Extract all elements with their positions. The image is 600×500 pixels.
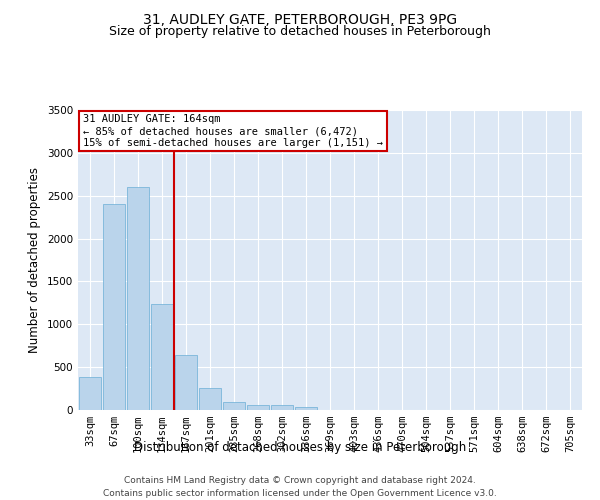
- Bar: [175, 355, 197, 410]
- Y-axis label: Number of detached properties: Number of detached properties: [28, 167, 41, 353]
- Text: Distribution of detached houses by size in Peterborough: Distribution of detached houses by size …: [134, 441, 466, 454]
- Bar: [271, 406, 293, 410]
- Bar: [199, 388, 221, 410]
- Text: Size of property relative to detached houses in Peterborough: Size of property relative to detached ho…: [109, 25, 491, 38]
- Text: Contains HM Land Registry data © Crown copyright and database right 2024.
Contai: Contains HM Land Registry data © Crown c…: [103, 476, 497, 498]
- Bar: [79, 376, 101, 410]
- Bar: [127, 187, 149, 410]
- Bar: [247, 405, 269, 410]
- Bar: [151, 304, 173, 410]
- Text: 31 AUDLEY GATE: 164sqm
← 85% of detached houses are smaller (6,472)
15% of semi-: 31 AUDLEY GATE: 164sqm ← 85% of detached…: [83, 114, 383, 148]
- Text: 31, AUDLEY GATE, PETERBOROUGH, PE3 9PG: 31, AUDLEY GATE, PETERBOROUGH, PE3 9PG: [143, 12, 457, 26]
- Bar: [295, 406, 317, 410]
- Bar: [103, 204, 125, 410]
- Bar: [223, 402, 245, 410]
